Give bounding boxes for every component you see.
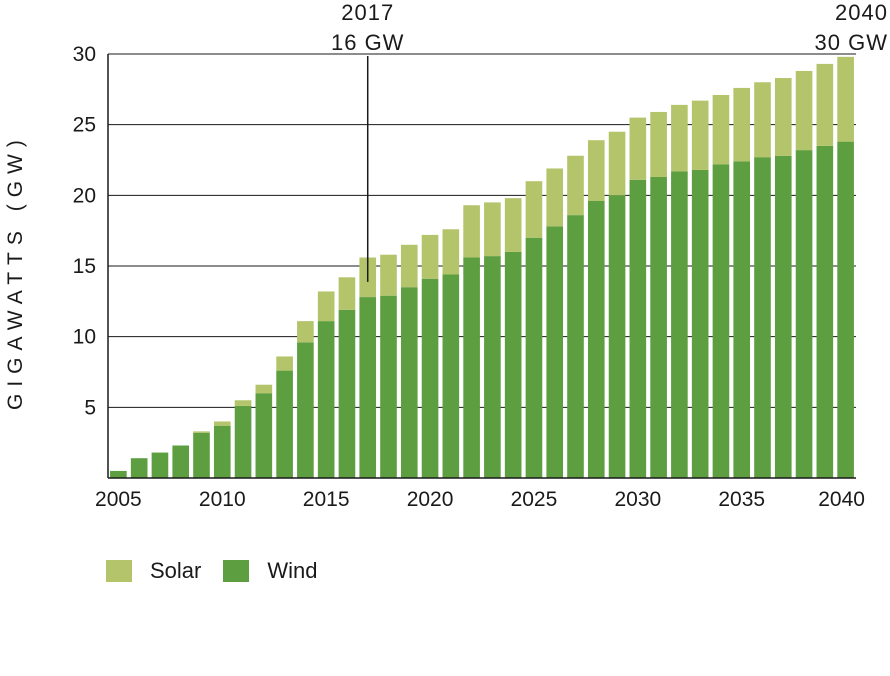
bar-wind-2026: [546, 226, 564, 478]
bar-wind-2021: [442, 274, 460, 478]
bar-solar-2014: [297, 321, 314, 343]
bar-wind-2033: [691, 169, 709, 479]
x-tick-label: 2035: [718, 488, 765, 511]
bar-wind-2024: [504, 251, 522, 478]
axes: [107, 54, 856, 479]
y-axis-label: GIGAWATTS (GW): [4, 133, 27, 410]
x-tick-label: 2005: [95, 488, 142, 511]
legend-label-solar: Solar: [150, 558, 202, 583]
bar-solar-2013: [276, 356, 293, 371]
bar-solar-2011: [234, 400, 252, 406]
bar-wind-2028: [587, 200, 605, 478]
bar-wind-2006: [130, 458, 148, 478]
x-tick-label: 2025: [511, 488, 558, 511]
legend-label-wind: Wind: [267, 558, 318, 583]
bar-wind-2039: [816, 145, 834, 478]
bar-solar-2035: [733, 87, 751, 162]
bar-solar-2018: [380, 254, 397, 296]
bar-solar-2032: [671, 104, 688, 172]
bar-wind-2016: [338, 309, 356, 478]
bar-solar-2037: [774, 78, 792, 156]
bar-wind-2037: [774, 155, 792, 478]
x-tick-label: 2010: [199, 488, 246, 511]
legend-swatch-solar: [106, 560, 132, 582]
legend-item-solar: Solar: [106, 558, 201, 584]
bar-wind-2036: [754, 157, 771, 478]
bar-wind-2013: [276, 370, 293, 478]
bar-wind-2023: [484, 256, 501, 478]
x-tick-label: 2020: [407, 488, 454, 511]
bar-wind-2018: [380, 295, 397, 478]
bar-solar-2012: [255, 384, 273, 394]
bar-solar-2025: [525, 181, 543, 238]
bar-wind-2019: [400, 287, 418, 478]
bar-wind-2010: [213, 425, 231, 478]
bar-solar-2029: [608, 131, 626, 196]
y-tick-label: 5: [84, 396, 96, 419]
bar-solar-2010: [213, 421, 231, 426]
y-tick-label: 20: [73, 184, 96, 207]
y-tick-label: 15: [73, 255, 96, 278]
bar-solar-2020: [421, 234, 439, 279]
annotations: 2017 16 GW 2040 30 GW: [331, 0, 888, 282]
bar-wind-2014: [297, 342, 314, 478]
bar-solar-2022: [463, 205, 480, 258]
bar-wind-2017: [359, 297, 377, 478]
bars: [110, 56, 854, 479]
bar-solar-2039: [816, 63, 834, 146]
gridlines: [108, 53, 856, 408]
x-tick-label: 2015: [303, 488, 350, 511]
bar-wind-2030: [629, 179, 647, 478]
legend-item-wind: Wind: [223, 558, 317, 584]
bar-wind-2032: [671, 171, 688, 478]
bar-wind-2020: [421, 278, 439, 478]
bar-wind-2025: [525, 237, 543, 478]
y-tick-label: 30: [73, 43, 96, 66]
legend: Solar Wind: [106, 558, 339, 584]
bar-solar-2024: [504, 198, 522, 252]
bar-wind-2035: [733, 161, 751, 478]
bar-wind-2015: [317, 321, 335, 478]
bar-wind-2034: [712, 164, 730, 479]
bar-solar-2026: [546, 168, 564, 227]
bar-solar-2040: [837, 56, 854, 142]
bar-wind-2022: [463, 257, 480, 478]
bar-wind-2011: [234, 405, 252, 478]
y-tick-label: 10: [73, 326, 96, 349]
bar-solar-2016: [338, 277, 356, 310]
x-tick-label: 2030: [614, 488, 661, 511]
bar-wind-2029: [608, 195, 626, 479]
bar-wind-2012: [255, 393, 273, 478]
bar-wind-2027: [567, 215, 584, 478]
annotation-year: 2040: [835, 0, 888, 25]
bar-solar-2034: [712, 94, 730, 165]
bar-wind-2007: [151, 452, 169, 478]
bar-wind-2031: [650, 176, 667, 478]
bar-wind-2038: [795, 150, 813, 478]
bar-solar-2021: [442, 229, 460, 275]
bar-wind-2008: [172, 445, 190, 478]
y-tick-label: 25: [73, 114, 96, 137]
bar-wind-2005: [110, 470, 127, 478]
bar-solar-2027: [567, 155, 584, 216]
annotation-value: 30 GW: [815, 30, 888, 55]
annotation-year: 2017: [341, 0, 394, 25]
bar-solar-2023: [484, 202, 501, 257]
bar-solar-2009: [193, 431, 210, 433]
bar-wind-2009: [193, 432, 210, 478]
annotation-value: 16 GW: [331, 30, 404, 55]
bar-solar-2019: [400, 244, 418, 288]
bar-solar-2028: [587, 140, 605, 201]
bar-solar-2015: [317, 291, 335, 322]
bar-solar-2036: [754, 82, 771, 158]
bar-solar-2030: [629, 117, 647, 180]
bar-wind-2040: [837, 141, 854, 479]
x-tick-label: 2040: [818, 488, 865, 511]
bar-solar-2038: [795, 70, 813, 151]
bar-solar-2031: [650, 111, 667, 177]
legend-swatch-wind: [223, 560, 250, 582]
bar-solar-2033: [691, 100, 709, 170]
